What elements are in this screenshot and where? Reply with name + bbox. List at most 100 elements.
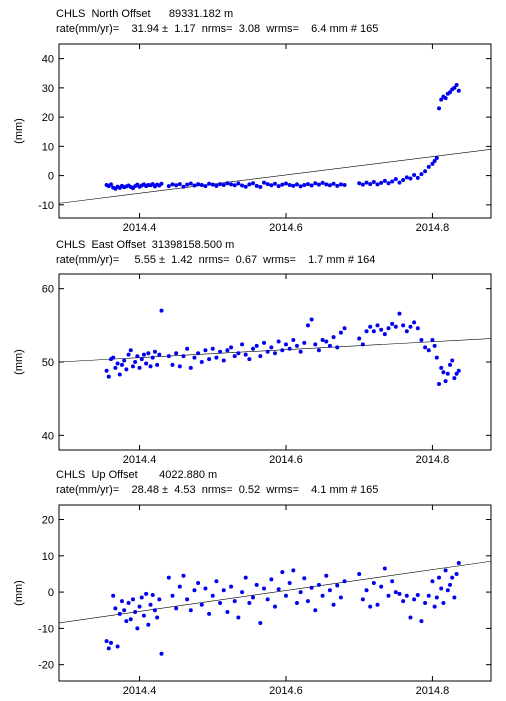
up-data-point [133,610,138,615]
east-data-point [437,382,442,386]
up-y-tick-label: -10 [38,623,54,635]
up-data-point [443,568,448,573]
north-data-point [210,182,215,187]
north-header-stats: rate(mm/yr)= 31.94 ± 1.17 nrms= 3.08 wrm… [56,23,379,35]
north-data-point [305,182,310,187]
north-y-tick-label: -10 [38,200,54,212]
east-panel: 40 50 60 2014.4 2014.6 2014.8 (mm) [13,273,492,466]
up-data-point [225,610,230,615]
up-data-point [196,581,201,586]
east-data-point [426,348,431,353]
up-data-point [232,599,237,604]
east-data-point [386,326,391,331]
east-data-point [269,345,274,350]
north-data-point [174,183,179,188]
north-data-point [177,182,182,187]
up-data-point [360,597,365,602]
north-data-point [408,176,413,181]
east-data-point [203,348,208,353]
east-x-tick-label: 2014.8 [416,454,450,466]
up-x-tick-label: 2014.4 [123,685,157,697]
north-data-point [309,183,314,188]
east-data-point [236,351,241,356]
east-data-point [258,354,263,359]
east-y-axis-label: (mm) [13,349,25,375]
east-data-point [124,367,129,372]
east-data-point [443,379,448,384]
up-data-point [335,583,340,588]
up-data-point [371,581,376,586]
north-data-point [313,181,318,186]
up-data-point [412,597,417,602]
north-data-point [240,183,245,188]
north-panel: -10 0 10 20 30 40 2014.4 2014.6 2014.8 (mm) [13,43,492,234]
north-data-point [273,181,277,186]
north-data-point [294,182,299,187]
up-data-point [177,584,182,589]
north-data-point [181,184,186,189]
up-data-point [113,606,118,611]
east-data-point [390,321,395,326]
north-data-point [397,180,402,185]
east-data-point [452,376,457,381]
east-data-point [371,329,376,334]
up-data-point [254,582,259,587]
east-data-point [280,348,285,353]
up-data-point [276,587,281,592]
up-data-point [122,608,127,613]
up-data-point [192,588,197,593]
east-data-point [139,357,144,362]
up-data-point [324,573,329,578]
up-data-point [141,613,146,618]
up-x-tick-label: 2014.8 [416,685,450,697]
up-data-point [327,588,332,593]
east-data-point [166,354,171,359]
east-data-point [113,365,118,370]
north-data-point [338,182,343,187]
north-data-point [166,184,171,189]
up-data-point [368,604,373,609]
up-data-point [199,602,204,607]
up-data-point [247,600,252,605]
east-data-point [287,346,292,351]
east-y-tick-label: 40 [42,430,54,442]
north-data-point [170,182,175,187]
east-data-point [382,332,387,337]
east-data-point [408,324,413,329]
up-data-point [188,608,193,613]
up-data-point [251,595,256,600]
east-data-point [155,362,160,367]
up-data-point [331,602,336,607]
up-data-point [166,575,171,580]
up-data-point [273,604,277,609]
north-data-point [426,164,431,169]
north-data-point [199,182,204,187]
north-data-point [437,106,442,111]
north-data-point [251,181,256,186]
up-data-point [291,568,296,573]
east-data-point [188,365,193,370]
east-y-tick-label: 50 [42,357,54,369]
east-data-point [305,323,310,328]
up-data-point [148,602,153,607]
up-data-point [150,592,155,597]
up-data-point [432,604,437,609]
north-y-tick-label: 20 [42,112,54,124]
up-data-point [430,579,435,584]
up-data-point [210,593,215,598]
east-data-point [357,336,362,341]
up-data-point [117,611,122,616]
up-data-point [439,586,444,591]
east-data-point [243,352,248,357]
north-data-point [207,181,212,186]
north-data-point [218,182,223,187]
up-data-point [283,593,288,598]
up-data-point [265,597,270,602]
up-data-point [159,651,164,656]
north-data-point [327,183,332,188]
north-y-tick-label: 40 [42,54,54,66]
up-panel: -20 -10 0 10 20 2014.4 2014.6 2014.8 (mm) [13,504,492,697]
north-data-point [419,172,424,177]
east-data-point [115,361,120,366]
